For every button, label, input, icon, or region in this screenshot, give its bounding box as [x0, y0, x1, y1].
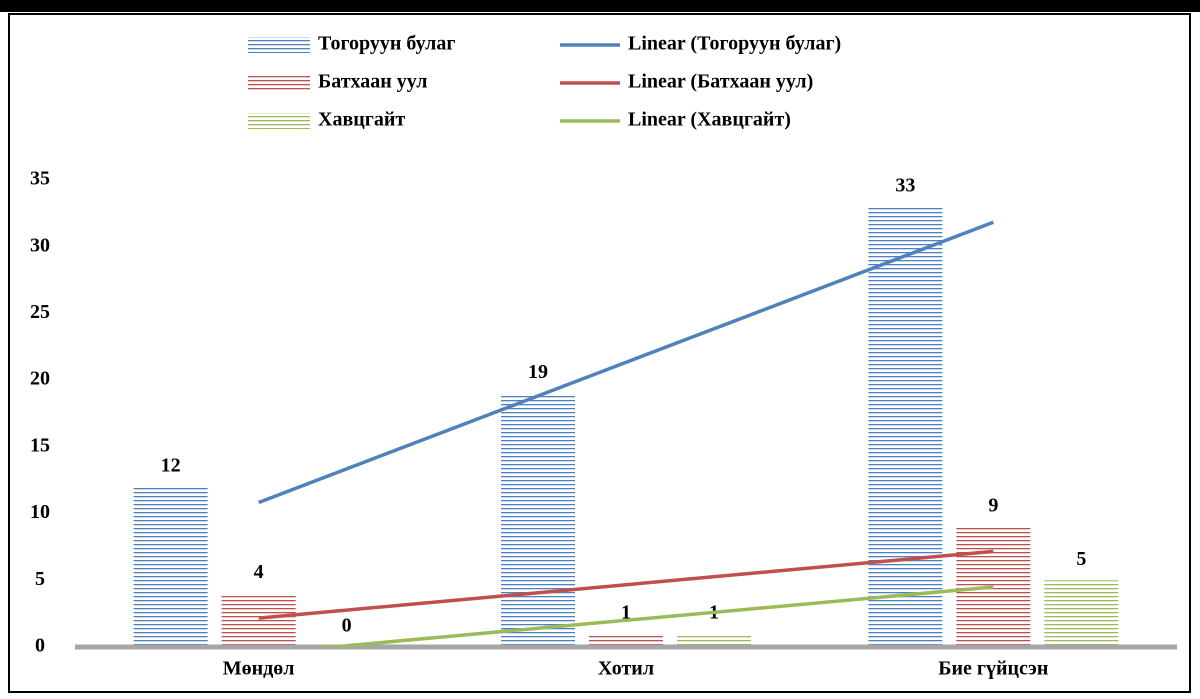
trendline: [312, 585, 994, 647]
x-tick-label: Хотил: [598, 658, 654, 680]
y-tick-label: 0: [35, 635, 45, 657]
trendline: [258, 549, 994, 620]
legend-label: Linear (Тогоруун булаг): [628, 33, 841, 55]
legend-label: Linear (Хавцгайт): [628, 109, 791, 131]
y-tick-label: 5: [35, 568, 45, 590]
y-tick-label: 25: [30, 301, 50, 323]
x-tick-label: Бие гүйцсэн: [938, 658, 1048, 680]
legend-label: Linear (Батхаан уул): [628, 71, 813, 93]
y-tick-label: 30: [30, 234, 50, 256]
data-label: 0: [342, 615, 352, 637]
bar: [1044, 580, 1119, 647]
legend-label: Тогоруун булаг: [318, 33, 455, 55]
bar: [221, 593, 296, 647]
y-tick-label: 35: [30, 168, 50, 190]
legend-label: Батхаан уул: [318, 71, 428, 93]
bar: [589, 633, 663, 647]
legend-swatch: [248, 113, 310, 129]
bar: [868, 206, 943, 647]
y-tick-label: 20: [30, 368, 50, 390]
legend-label: Хавцгайт: [318, 109, 405, 131]
data-label: 4: [254, 561, 264, 583]
data-label: 33: [895, 174, 915, 196]
y-tick-label: 10: [30, 501, 50, 523]
y-tick-label: 15: [30, 434, 50, 456]
data-label: 12: [161, 454, 181, 476]
data-label: 1: [621, 601, 631, 623]
bar: [501, 393, 575, 647]
legend-swatch: [248, 75, 310, 91]
legend-swatch: [248, 37, 310, 53]
bar: [677, 633, 751, 647]
top-strip: [0, 0, 1200, 12]
trendline: [258, 220, 994, 505]
data-label: 5: [1076, 548, 1086, 570]
data-label: 9: [988, 495, 998, 517]
bar: [133, 486, 208, 647]
x-tick-label: Мөндөл: [223, 658, 295, 680]
data-label: 19: [528, 361, 548, 383]
